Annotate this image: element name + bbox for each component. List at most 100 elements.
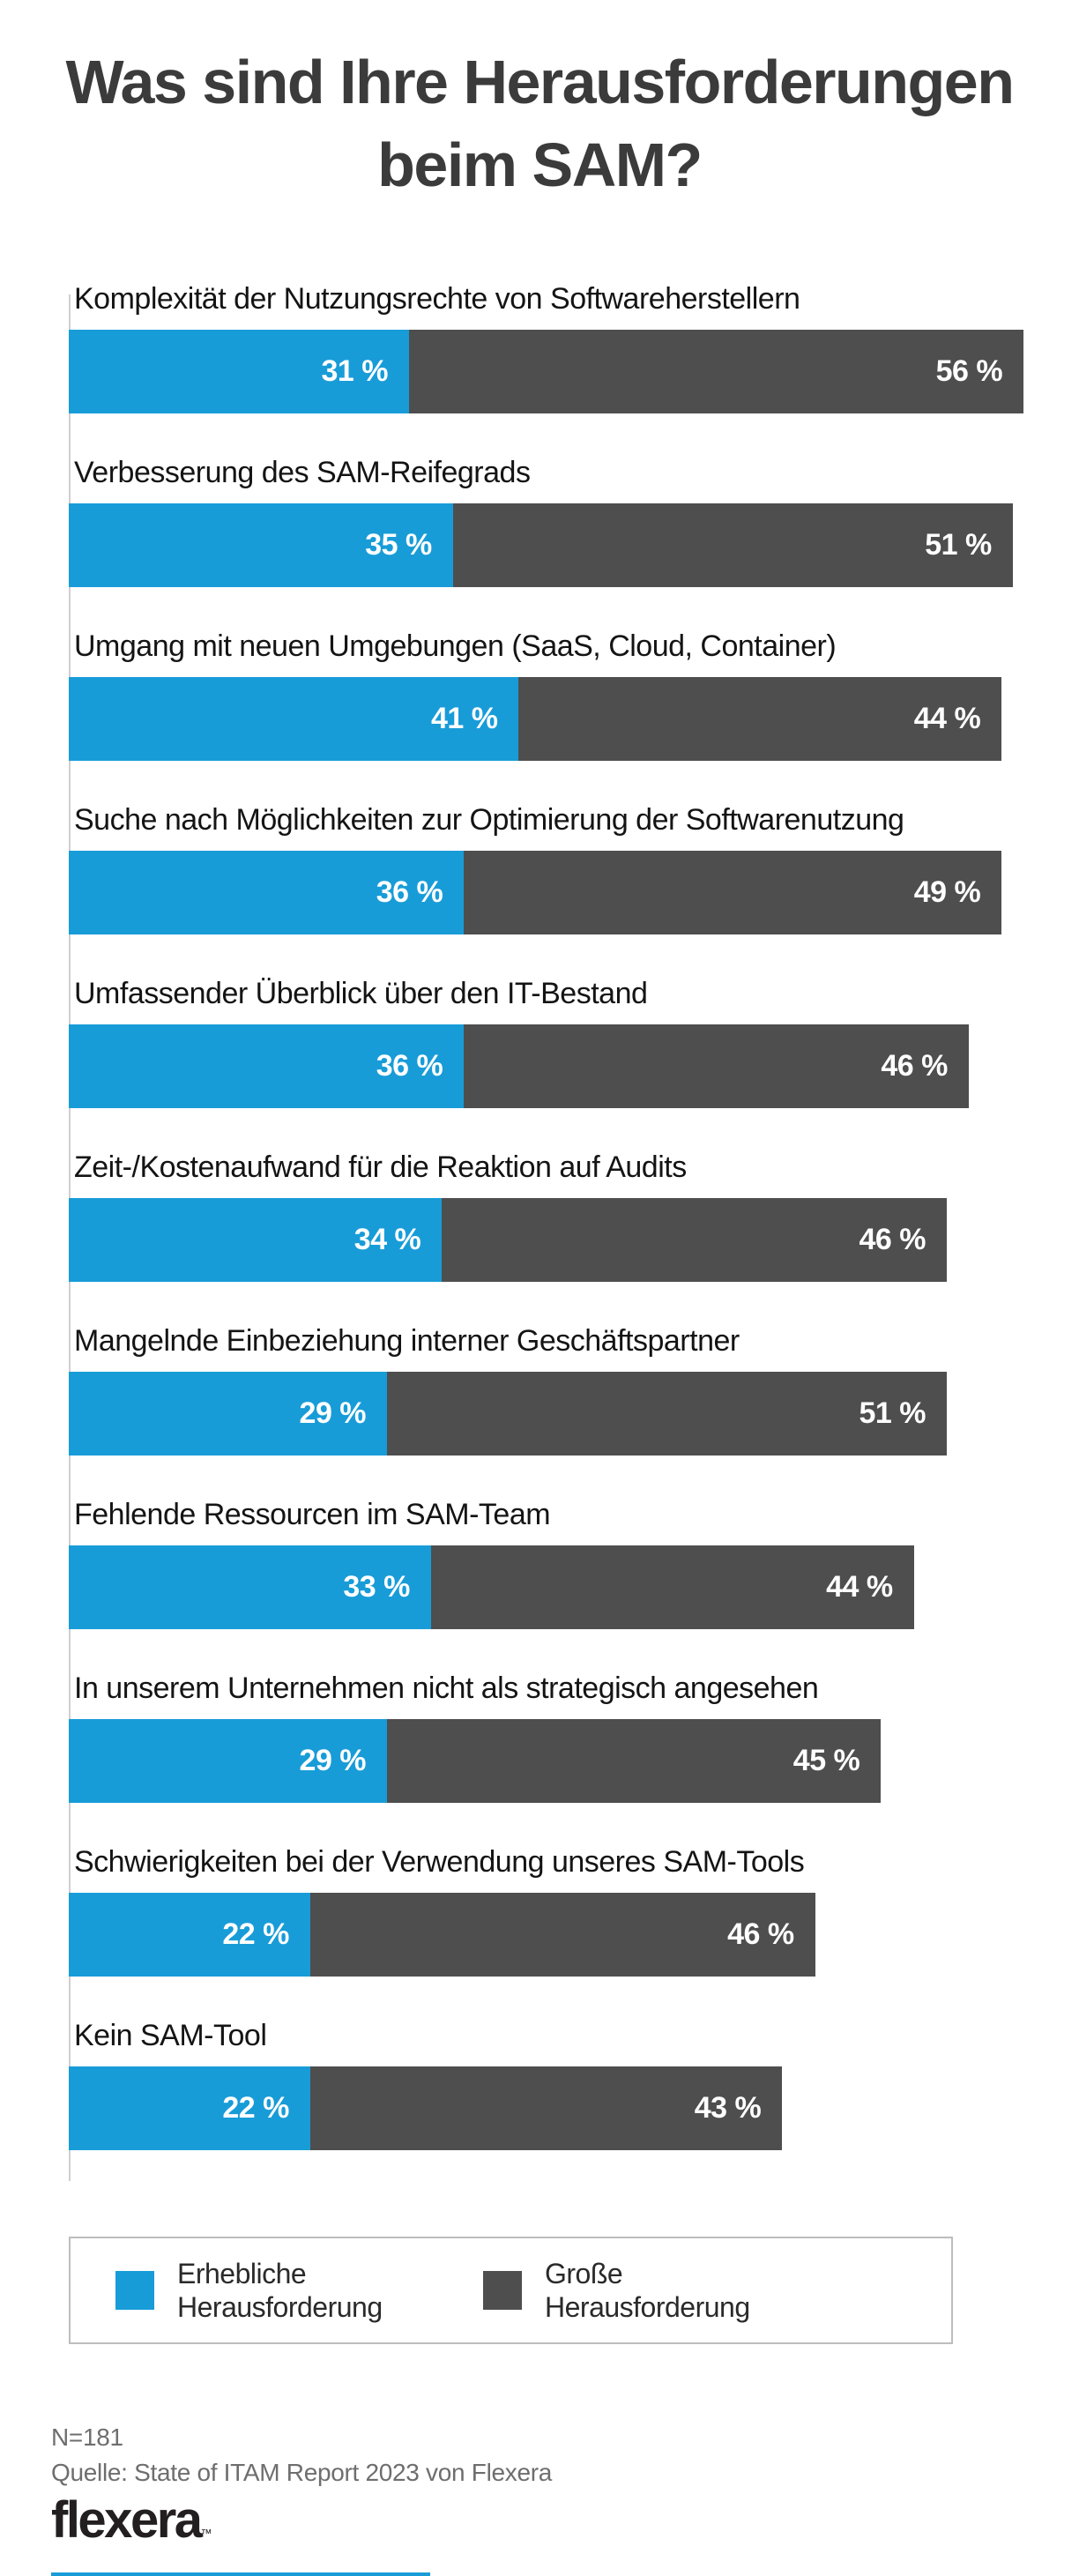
bar-group: 34 % 46 % (69, 1198, 1079, 1282)
bar-segment-erhebliche: 22 % (69, 2066, 310, 2150)
page-title: Was sind Ihre Herausforderungen beim SAM… (0, 0, 1079, 206)
value-label: 41 % (430, 702, 498, 735)
chart-row: Fehlende Ressourcen im SAM-Team 33 % 44 % (69, 1496, 1079, 1629)
value-label: 35 % (365, 528, 432, 562)
chart-row: Mangelnde Einbeziehung interner Geschäft… (69, 1322, 1079, 1456)
chart-row: Komplexität der Nutzungsrechte von Softw… (69, 280, 1079, 413)
legend-item-erhebliche: Erhebliche Herausforderung (115, 2257, 483, 2324)
bar-segment-erhebliche: 29 % (69, 1372, 388, 1456)
chart-row: Schwierigkeiten bei der Verwendung unser… (69, 1843, 1079, 1977)
category-label: Komplexität der Nutzungsrechte von Softw… (74, 282, 800, 316)
bar-group: 36 % 46 % (69, 1024, 1079, 1108)
chart-row: Zeit-/Kostenaufwand für die Reaktion auf… (69, 1149, 1079, 1282)
category-label: Mangelnde Einbeziehung interner Geschäft… (74, 1324, 740, 1358)
legend-label-erhebliche-line1: Erhebliche (177, 2258, 307, 2289)
bar-group: 22 % 46 % (69, 1893, 1079, 1977)
value-label: 51 % (859, 1396, 926, 1430)
category-label: Suche nach Möglichkeiten zur Optimierung… (74, 803, 904, 837)
page-title-line1: Was sind Ihre Herausforderungen (65, 48, 1015, 116)
value-label: 43 % (694, 2091, 762, 2125)
legend-label-grosse-line2: Herausforderung (545, 2291, 750, 2323)
bar-segment-erhebliche: 31 % (69, 330, 409, 413)
bar-segment-erhebliche: 41 % (69, 677, 519, 761)
chart-row: Verbesserung des SAM-Reifegrads 35 % 51 % (69, 454, 1079, 587)
bar-group: 29 % 45 % (69, 1719, 1079, 1803)
source-note: Quelle: State of ITAM Report 2023 von Fl… (51, 2459, 553, 2486)
legend-label-erhebliche-line2: Herausforderung (177, 2291, 383, 2323)
value-label: 36 % (376, 875, 443, 909)
bar-segment-erhebliche: 22 % (69, 1893, 310, 1977)
value-label: 22 % (222, 1917, 289, 1951)
chart-row: Umgang mit neuen Umgebungen (SaaS, Cloud… (69, 628, 1079, 761)
value-label: 51 % (925, 528, 992, 562)
category-label: Schwierigkeiten bei der Verwendung unser… (74, 1845, 805, 1879)
category-label: Umgang mit neuen Umgebungen (SaaS, Cloud… (74, 629, 837, 663)
bar-segment-grosse: 46 % (442, 1198, 947, 1282)
legend-swatch-gray-icon (483, 2271, 522, 2310)
bar-segment-grosse: 46 % (309, 1893, 815, 1977)
bar-segment-grosse: 43 % (309, 2066, 783, 2150)
legend-label-grosse-line1: Große (545, 2258, 623, 2289)
chart-row: Umfassender Überblick über den IT-Bestan… (69, 975, 1079, 1108)
value-label: 44 % (826, 1570, 893, 1604)
sample-size-note: N=181 (51, 2423, 123, 2451)
bar-segment-grosse: 46 % (464, 1024, 969, 1108)
bar-segment-erhebliche: 29 % (69, 1719, 388, 1803)
bar-segment-erhebliche: 33 % (69, 1545, 431, 1629)
bar-segment-grosse: 51 % (452, 503, 1013, 587)
bar-segment-erhebliche: 36 % (69, 1024, 465, 1108)
bar-group: 33 % 44 % (69, 1545, 1079, 1629)
value-label: 46 % (727, 1917, 794, 1951)
bar-segment-grosse: 51 % (387, 1372, 947, 1456)
value-label: 36 % (376, 1049, 443, 1083)
value-label: 49 % (913, 875, 981, 909)
legend-label-grosse: Große Herausforderung (545, 2257, 750, 2324)
value-label: 34 % (353, 1223, 421, 1256)
value-label: 46 % (859, 1223, 926, 1256)
bar-group: 35 % 51 % (69, 503, 1079, 587)
bar-segment-erhebliche: 36 % (69, 851, 465, 934)
chart-row: In unserem Unternehmen nicht als strateg… (69, 1670, 1079, 1803)
chart-rows: Komplexität der Nutzungsrechte von Softw… (69, 280, 1079, 2150)
trademark-icon: ™ (200, 2527, 212, 2540)
bar-group: 29 % 51 % (69, 1372, 1079, 1456)
bar-segment-grosse: 44 % (430, 1545, 914, 1629)
bar-segment-grosse: 56 % (408, 330, 1024, 413)
bar-segment-erhebliche: 35 % (69, 503, 453, 587)
bar-segment-grosse: 49 % (464, 851, 1002, 934)
page-title-line2: beim SAM? (377, 130, 703, 199)
flexera-logo: flexera™ (51, 2495, 212, 2557)
chart-row: Suche nach Möglichkeiten zur Optimierung… (69, 801, 1079, 934)
stacked-bar-chart: Komplexität der Nutzungsrechte von Softw… (69, 280, 1079, 2181)
value-label: 44 % (913, 702, 981, 735)
bar-group: 36 % 49 % (69, 851, 1079, 934)
legend: Erhebliche Herausforderung Große Herausf… (69, 2237, 953, 2344)
flexera-logo-text: flexera (51, 2491, 203, 2549)
bar-group: 41 % 44 % (69, 677, 1079, 761)
bar-segment-erhebliche: 34 % (69, 1198, 443, 1282)
value-label: 46 % (881, 1049, 948, 1083)
chart-row: Kein SAM-Tool 22 % 43 % (69, 2017, 1079, 2150)
value-label: 29 % (299, 1744, 367, 1777)
logo-accent-underline (51, 2572, 430, 2576)
value-label: 22 % (222, 2091, 289, 2125)
value-label: 56 % (935, 354, 1003, 388)
value-label: 45 % (793, 1744, 860, 1777)
footer: N=181 Quelle: State of ITAM Report 2023 … (51, 2420, 1079, 2576)
legend-item-grosse: Große Herausforderung (483, 2257, 750, 2324)
bar-segment-grosse: 44 % (518, 677, 1002, 761)
category-label: Fehlende Ressourcen im SAM-Team (74, 1498, 551, 1531)
category-label: Umfassender Überblick über den IT-Bestan… (74, 977, 648, 1010)
legend-label-erhebliche: Erhebliche Herausforderung (177, 2257, 383, 2324)
value-label: 31 % (321, 354, 388, 388)
category-label: Zeit-/Kostenaufwand für die Reaktion auf… (74, 1150, 687, 1184)
legend-swatch-blue-icon (115, 2271, 154, 2310)
bar-segment-grosse: 45 % (387, 1719, 882, 1803)
category-label: Verbesserung des SAM-Reifegrads (74, 456, 531, 489)
value-label: 29 % (299, 1396, 367, 1430)
category-label: In unserem Unternehmen nicht als strateg… (74, 1671, 819, 1705)
bar-group: 22 % 43 % (69, 2066, 1079, 2150)
bar-group: 31 % 56 % (69, 330, 1079, 413)
category-label: Kein SAM-Tool (74, 2019, 267, 2052)
